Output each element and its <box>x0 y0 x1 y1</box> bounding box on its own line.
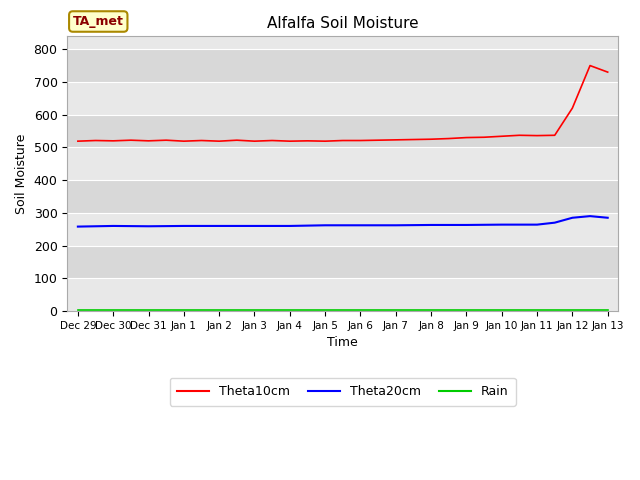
Y-axis label: Soil Moisture: Soil Moisture <box>15 133 28 214</box>
Legend: Theta10cm, Theta20cm, Rain: Theta10cm, Theta20cm, Rain <box>170 378 516 406</box>
Bar <box>67 213 618 246</box>
Bar <box>67 278 618 311</box>
Title: Alfalfa Soil Moisture: Alfalfa Soil Moisture <box>267 16 419 31</box>
X-axis label: Time: Time <box>328 336 358 349</box>
Bar <box>67 246 618 278</box>
Text: TA_met: TA_met <box>73 15 124 28</box>
Bar <box>67 82 618 115</box>
Bar <box>67 49 618 82</box>
Bar <box>67 180 618 213</box>
Bar <box>67 115 618 147</box>
Bar <box>67 147 618 180</box>
